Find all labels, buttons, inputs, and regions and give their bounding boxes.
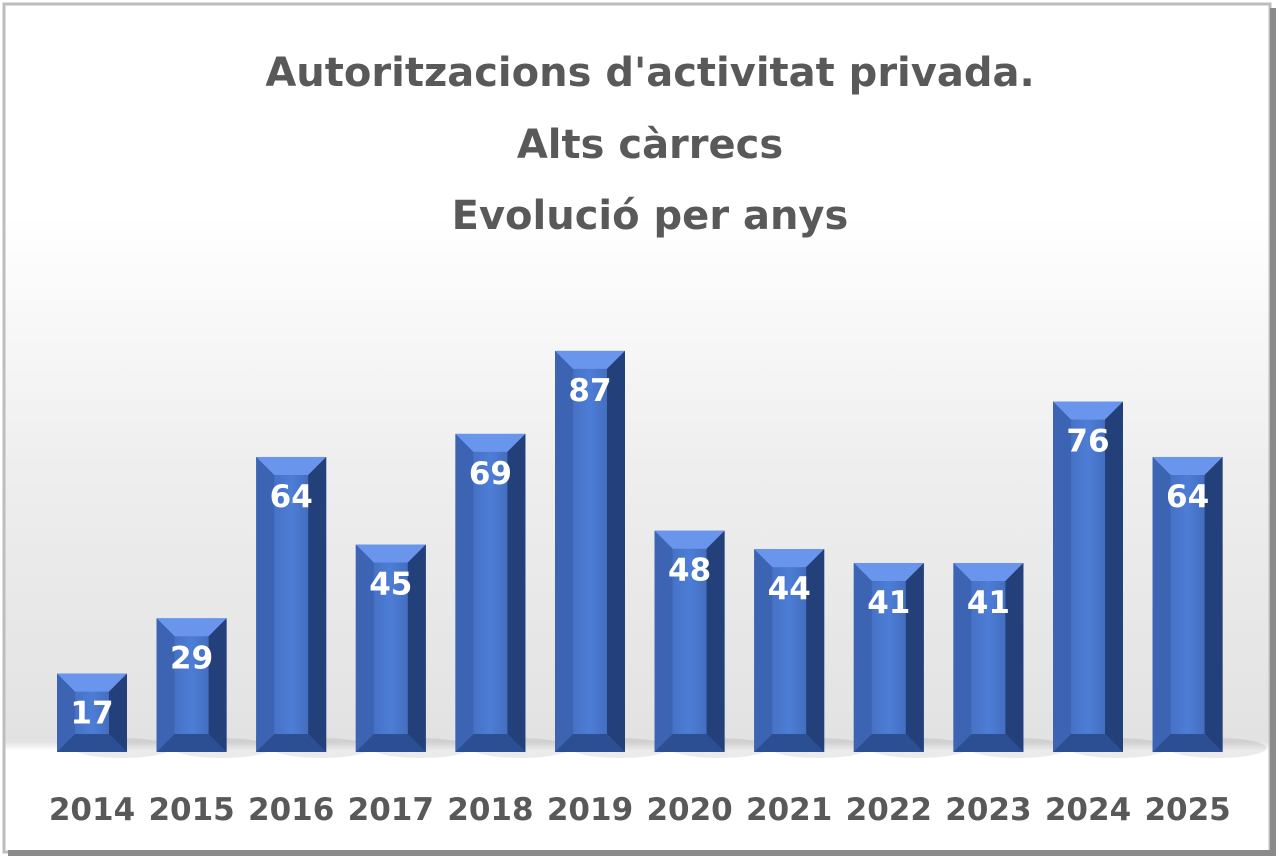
bar-bevel-top — [953, 562, 1024, 581]
data-label-2024: 76 — [1066, 424, 1109, 460]
x-tick-label-2014: 2014 — [49, 792, 135, 828]
data-label-2019: 87 — [568, 373, 611, 409]
bar-bevel-top — [1152, 456, 1223, 475]
x-tick-label-2016: 2016 — [248, 792, 334, 828]
bar-bevel-bottom — [555, 734, 625, 752]
bar-bevel-top — [853, 562, 924, 581]
data-label-2021: 44 — [768, 571, 811, 607]
bar-bevel-right — [109, 673, 127, 752]
data-label-2016: 64 — [270, 479, 313, 515]
bar-2018: 69 — [455, 433, 570, 758]
x-tick-label-2019: 2019 — [547, 792, 633, 828]
bar-bevel-top — [555, 350, 625, 369]
bar-bevel-bottom — [1053, 734, 1123, 752]
x-tick-label-2018: 2018 — [447, 792, 533, 828]
bar-2014: 17 — [57, 673, 171, 758]
bar-bevel-left — [853, 562, 872, 752]
bar-2015: 29 — [156, 618, 271, 758]
data-label-2022: 41 — [867, 585, 910, 621]
bar-bevel-right — [308, 456, 327, 752]
bar-bevel-top — [156, 618, 227, 637]
x-tick-label-2024: 2024 — [1045, 792, 1131, 828]
bar-2024: 76 — [1053, 401, 1167, 758]
bar-bevel-right — [1005, 562, 1024, 752]
x-tick-label-2017: 2017 — [348, 792, 434, 828]
bar-bevel-bottom — [355, 734, 426, 752]
data-label-2015: 29 — [170, 640, 213, 676]
bar-bevel-bottom — [156, 734, 227, 752]
bar-bevel-left — [455, 433, 474, 752]
bar-bevel-right — [407, 544, 426, 752]
bar-bevel-top — [754, 549, 825, 568]
bar-bevel-left — [555, 350, 573, 752]
bar-bevel-bottom — [57, 734, 127, 752]
chart-frame-shadow — [8, 850, 1274, 856]
bar-2022: 41 — [853, 562, 968, 758]
bar-bevel-left — [355, 544, 374, 752]
x-tick-label-2020: 2020 — [646, 792, 732, 828]
bar-2019: 87 — [555, 350, 669, 758]
bar-bevel-right — [507, 433, 526, 752]
bar-2023: 41 — [953, 562, 1068, 758]
x-tick-label-2023: 2023 — [945, 792, 1031, 828]
data-label-2023: 41 — [967, 585, 1010, 621]
bar-bevel-top — [57, 673, 127, 692]
bar-bevel-left — [256, 456, 275, 752]
bar-bevel-right — [1105, 401, 1123, 752]
data-label-2020: 48 — [668, 553, 711, 589]
bar-bevel-bottom — [853, 734, 924, 752]
bar-2016: 64 — [256, 456, 371, 758]
chart-title-line-1: Autoritzacions d'activitat privada. — [265, 50, 1034, 96]
bar-bevel-bottom — [953, 734, 1024, 752]
bar-bevel-left — [953, 562, 972, 752]
bar-bevel-left — [654, 530, 673, 752]
bar-bevel-bottom — [754, 734, 825, 752]
data-label-2025: 64 — [1166, 479, 1209, 515]
data-label-2017: 45 — [369, 567, 412, 603]
bar-bevel-bottom — [256, 734, 327, 752]
chart-title-line-3: Evolució per anys — [452, 193, 849, 239]
bar-bevel-right — [208, 618, 227, 752]
bar-bevel-left — [156, 618, 175, 752]
chart-frame-shadow-right — [1270, 8, 1276, 856]
bar-bevel-left — [57, 673, 75, 752]
bar-2017: 45 — [355, 544, 470, 758]
chart-title-line-2: Alts càrrecs — [517, 122, 783, 168]
bar-bevel-right — [905, 562, 924, 752]
bar-bevel-bottom — [654, 734, 725, 752]
bar-bevel-right — [806, 549, 825, 752]
bar-2021: 44 — [754, 549, 869, 758]
bar-bevel-bottom — [1152, 734, 1223, 752]
data-label-2018: 69 — [469, 456, 512, 492]
bar-bevel-top — [455, 433, 526, 452]
x-tick-label-2025: 2025 — [1144, 792, 1230, 828]
bar-bevel-top — [355, 544, 426, 563]
bar-2025: 64 — [1152, 456, 1267, 758]
x-tick-label-2022: 2022 — [846, 792, 932, 828]
bar-bevel-top — [256, 456, 327, 475]
bar-bevel-left — [1053, 401, 1071, 752]
bar-bevel-right — [1204, 456, 1223, 752]
bar-bevel-top — [1053, 401, 1123, 420]
bar-2020: 48 — [654, 530, 769, 758]
data-label-2014: 17 — [70, 696, 113, 732]
bar-bevel-left — [754, 549, 773, 752]
bar-bevel-left — [1152, 456, 1171, 752]
bar-bevel-right — [607, 350, 625, 752]
x-tick-label-2021: 2021 — [746, 792, 832, 828]
x-tick-label-2015: 2015 — [148, 792, 234, 828]
bar-bevel-right — [706, 530, 725, 752]
bars: 17 2014 29 2015 64 2016 45 2017 69 2018 87 2019 48 20… — [49, 350, 1267, 828]
bar-bevel-top — [654, 530, 725, 549]
bar-bevel-bottom — [455, 734, 526, 752]
